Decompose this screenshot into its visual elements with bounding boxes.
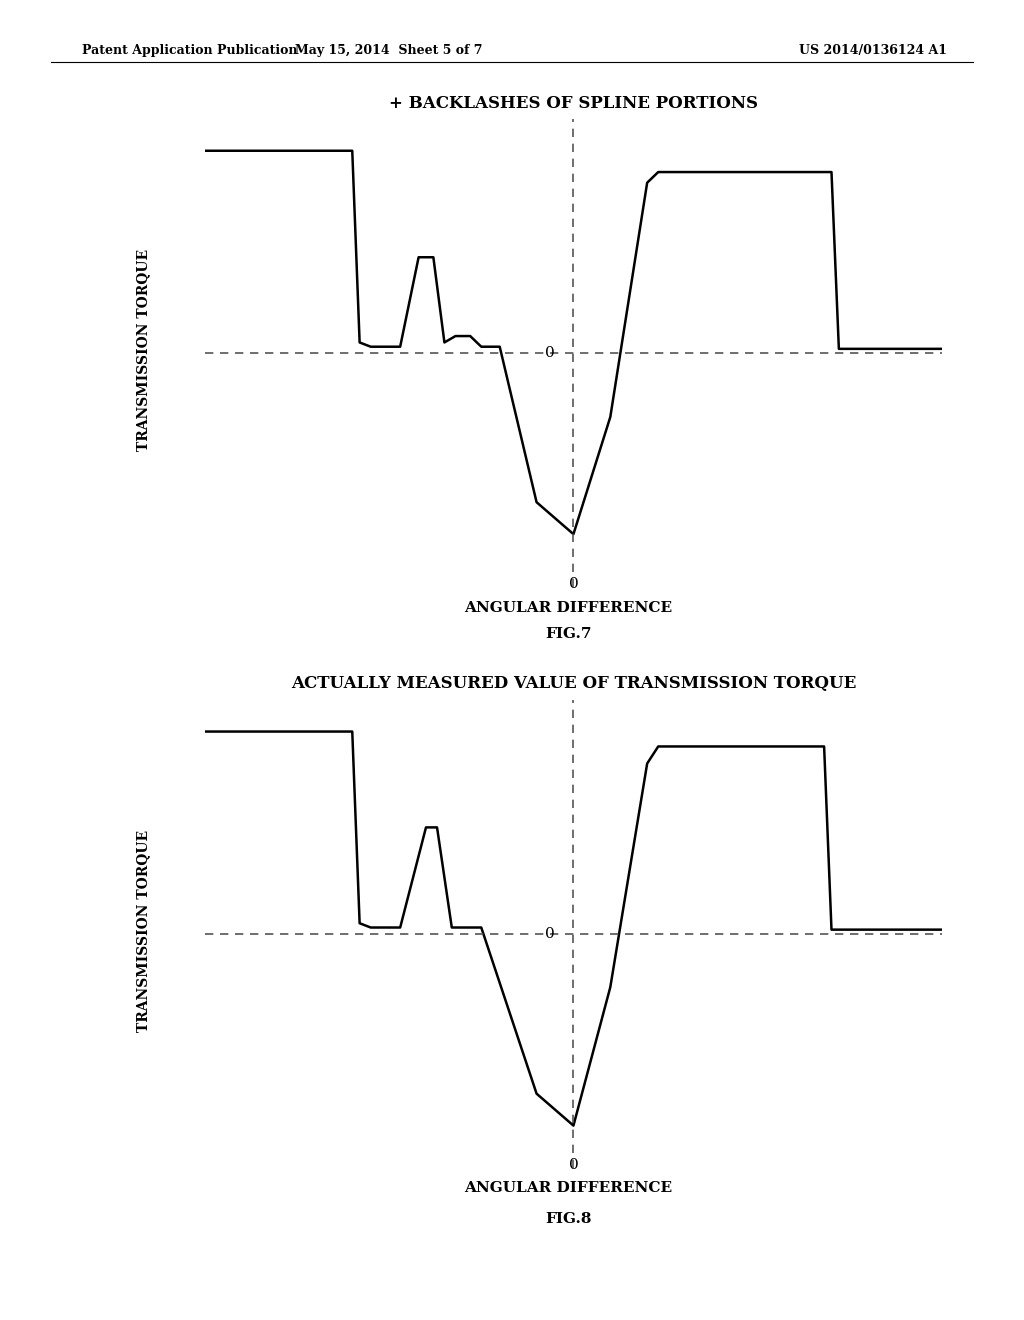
Text: 0: 0 [568,1158,579,1172]
Title: ACTUALLY MEASURED VALUE OF TRANSMISSION TORQUE: ACTUALLY MEASURED VALUE OF TRANSMISSION … [291,676,856,693]
Text: 0: 0 [568,577,579,591]
Text: FIG.8: FIG.8 [545,1212,592,1226]
Text: 0: 0 [545,346,555,360]
Text: Patent Application Publication: Patent Application Publication [82,44,297,57]
Text: ANGULAR DIFFERENCE: ANGULAR DIFFERENCE [464,1181,673,1196]
Text: ANGULAR DIFFERENCE: ANGULAR DIFFERENCE [464,601,673,615]
Text: May 15, 2014  Sheet 5 of 7: May 15, 2014 Sheet 5 of 7 [295,44,483,57]
Title: + BACKLASHES OF SPLINE PORTIONS: + BACKLASHES OF SPLINE PORTIONS [389,95,758,112]
Text: TRANSMISSION TORQUE: TRANSMISSION TORQUE [136,248,151,451]
Text: 0: 0 [545,927,555,941]
Text: TRANSMISSION TORQUE: TRANSMISSION TORQUE [136,829,151,1032]
Text: FIG.7: FIG.7 [545,627,592,642]
Text: US 2014/0136124 A1: US 2014/0136124 A1 [799,44,947,57]
